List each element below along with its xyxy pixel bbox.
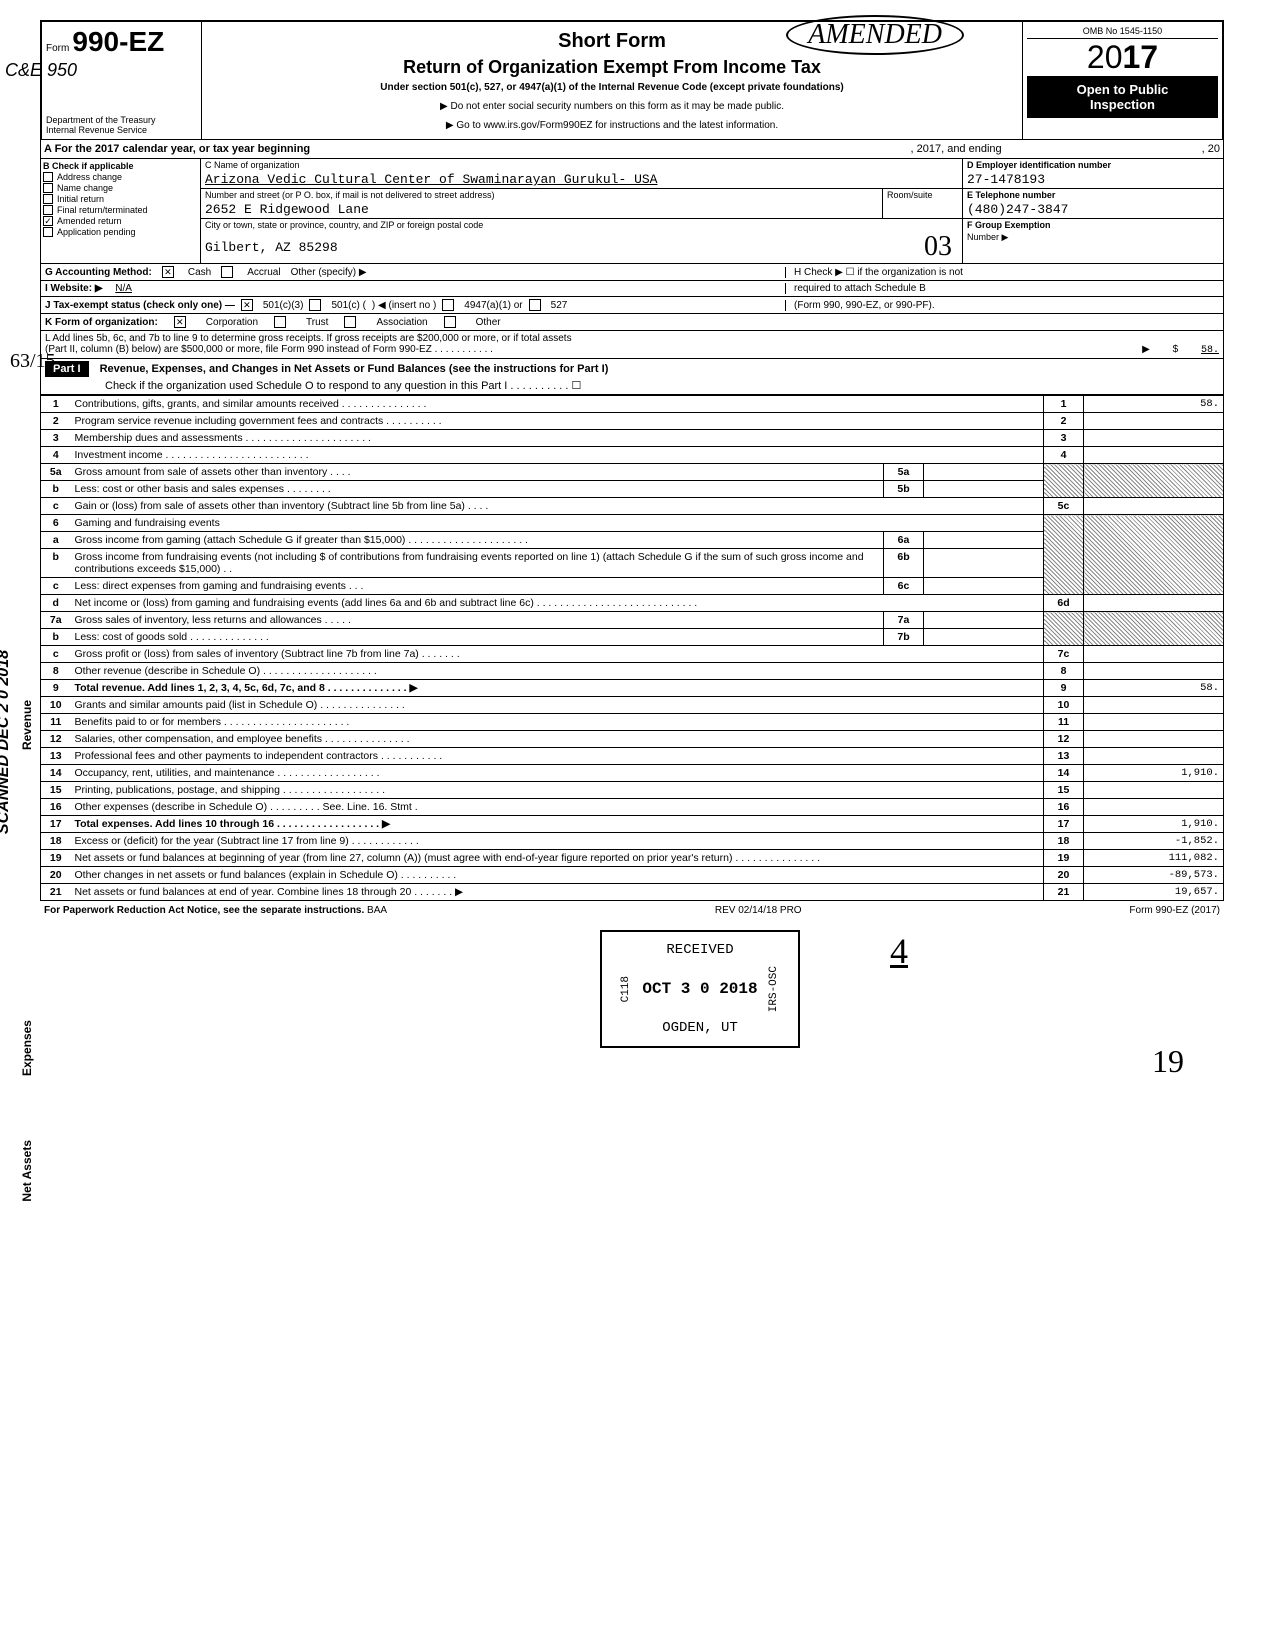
lines-table: 1Contributions, gifts, grants, and simil…: [40, 395, 1224, 901]
f-grp-label2: Number ▶: [963, 231, 1223, 244]
e-tel-label: E Telephone number: [963, 189, 1223, 201]
title-sub: Return of Organization Exempt From Incom…: [210, 57, 1014, 78]
c-city-label: City or town, state or province, country…: [201, 219, 962, 231]
part1-header: Part I Revenue, Expenses, and Changes in…: [40, 359, 1224, 395]
header: Form 990-EZ Department of the Treasury I…: [40, 20, 1224, 140]
scanned-stamp: SCANNED DEC 2 0 2018: [0, 650, 13, 834]
c-city: Gilbert, AZ 85298: [201, 239, 924, 256]
open-public2: Inspection: [1033, 97, 1212, 112]
c-addr: 2652 E Ridgewood Lane: [201, 201, 882, 218]
row-i: I Website: ▶ N/A required to attach Sche…: [40, 281, 1224, 297]
section-bcd: B Check if applicable Address change Nam…: [40, 159, 1224, 264]
year-box: OMB No 1545-1150 2017 Open to Public Ins…: [1022, 22, 1222, 139]
col-b: B Check if applicable Address change Nam…: [41, 159, 201, 263]
row-j: J Tax-exempt status (check only one) — ✕…: [40, 297, 1224, 314]
e-tel: (480)247-3847: [963, 201, 1223, 218]
year: 2017: [1027, 39, 1218, 76]
row-a: A For the 2017 calendar year, or tax yea…: [40, 140, 1224, 159]
footer: For Paperwork Reduction Act Notice, see …: [40, 901, 1224, 920]
dept2: Internal Revenue Service: [46, 125, 156, 135]
c-room-label: Room/suite: [883, 189, 962, 201]
title-main: Short Form: [210, 30, 1014, 53]
open-public1: Open to Public: [1033, 82, 1212, 97]
side-revenue: Revenue: [20, 700, 34, 750]
d-ein: 27-1478193: [963, 171, 1223, 188]
side-expenses: Expenses: [20, 1020, 34, 1076]
side-netassets: Net Assets: [20, 1140, 34, 1202]
handwritten-19: 19: [1152, 1043, 1184, 1080]
title-desc: Under section 501(c), 527, or 4947(a)(1)…: [210, 82, 1014, 93]
c-name-label: C Name of organization: [201, 159, 962, 171]
stamps: RECEIVED C118 OCT 3 0 2018 IRS-OSC OGDEN…: [40, 930, 1224, 1080]
form-prefix: Form: [46, 43, 69, 54]
c-name: Arizona Vedic Cultural Center of Swamina…: [201, 171, 962, 188]
instr2: ▶ Go to www.irs.gov/Form990EZ for instru…: [210, 120, 1014, 131]
form-number: 990-EZ: [72, 26, 164, 57]
c-addr-label: Number and street (or P O. box, if mail …: [201, 189, 882, 201]
handwritten-4: 4: [890, 930, 908, 972]
omb: OMB No 1545-1150: [1027, 26, 1218, 39]
instr1: ▶ Do not enter social security numbers o…: [210, 101, 1014, 112]
title-box: Short Form Return of Organization Exempt…: [202, 22, 1022, 139]
col-c: C Name of organization Arizona Vedic Cul…: [201, 159, 963, 263]
col-d: D Employer identification number 27-1478…: [963, 159, 1223, 263]
row-k: K Form of organization: ✕Corporation Tru…: [40, 314, 1224, 331]
row-l: L Add lines 5b, 6c, and 7b to line 9 to …: [40, 331, 1224, 359]
f-grp-label: F Group Exemption: [963, 219, 1223, 231]
form-box: Form 990-EZ Department of the Treasury I…: [42, 22, 202, 139]
row-g: G Accounting Method: ✕Cash Accrual Other…: [40, 264, 1224, 281]
d-ein-label: D Employer identification number: [963, 159, 1223, 171]
handwritten-03: 03: [924, 231, 962, 263]
dept1: Department of the Treasury: [46, 115, 156, 125]
handwritten-left: 63/15: [10, 350, 56, 373]
